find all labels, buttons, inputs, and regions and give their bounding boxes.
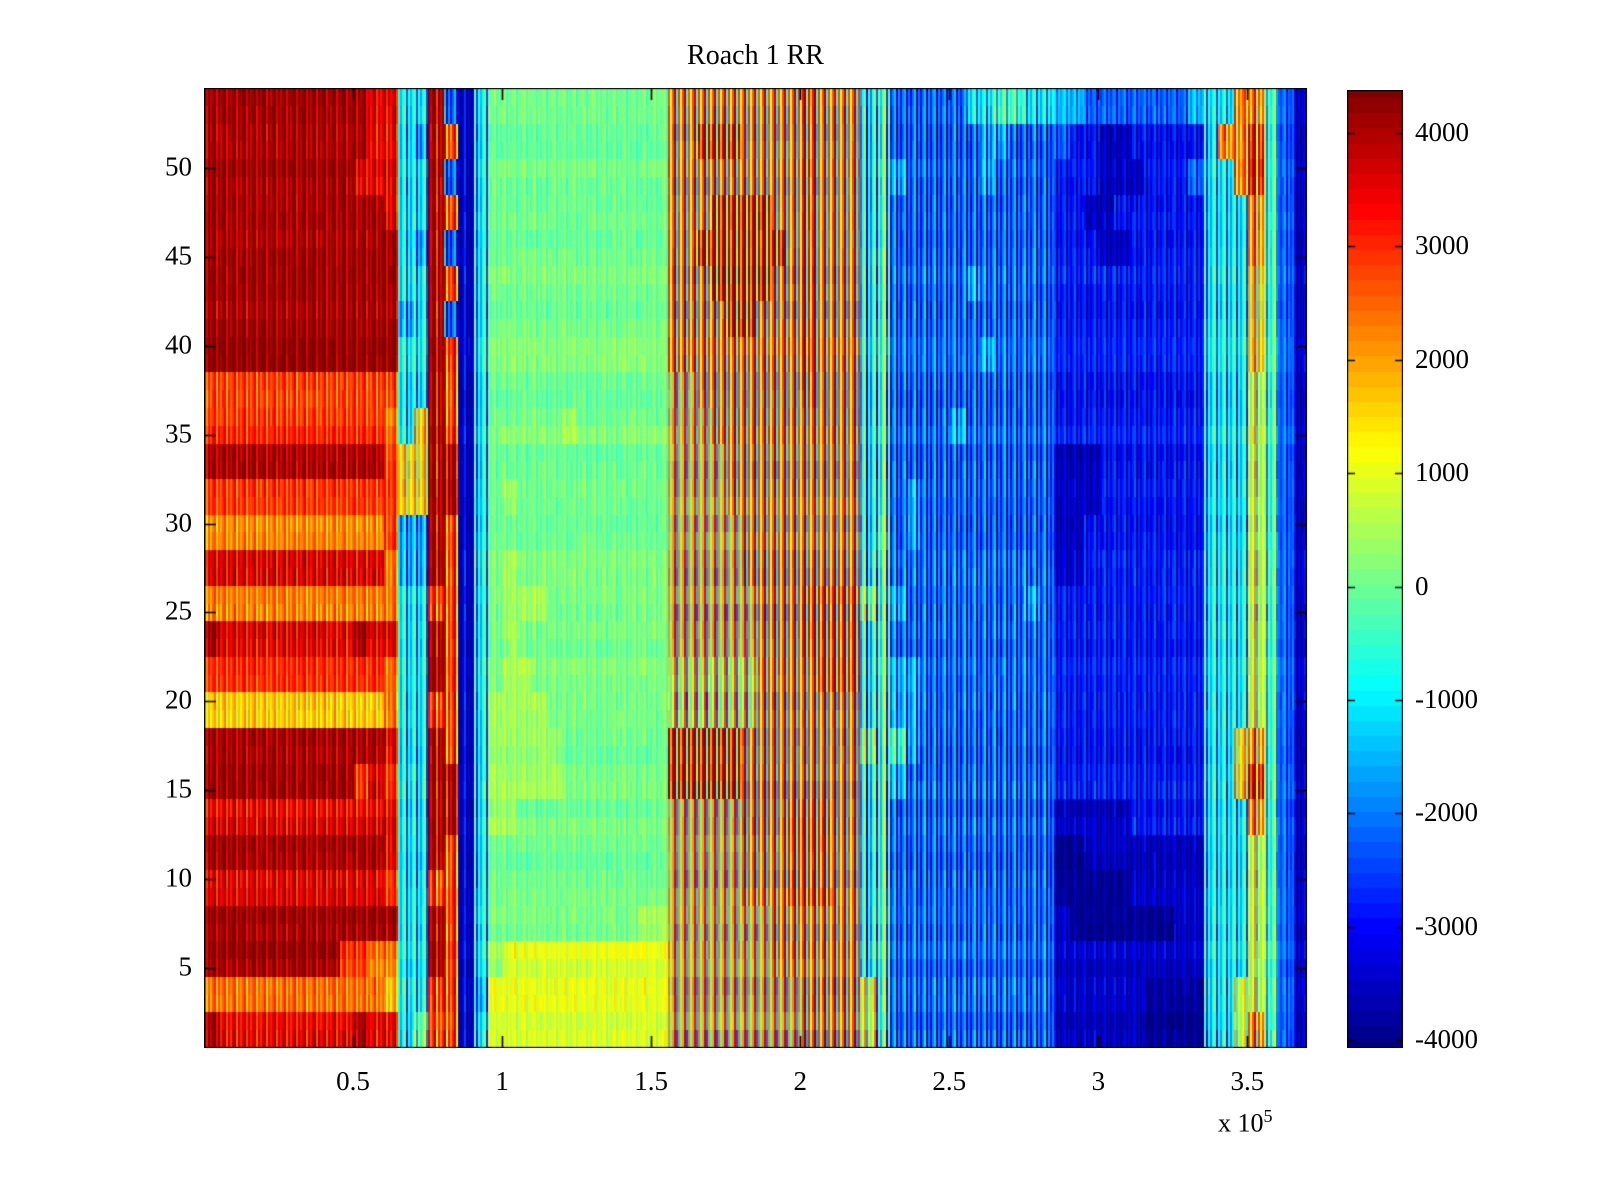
x-tick-label: 3.5 [1230, 1066, 1265, 1096]
colorbar-tick-label: -2000 [1415, 797, 1478, 828]
x-tick-label: 3 [1091, 1066, 1106, 1096]
colorbar-tick-label: -4000 [1415, 1024, 1478, 1055]
x-axis-scale-label: x 105 [1218, 1106, 1273, 1139]
colorbar-tick-label: -3000 [1415, 910, 1478, 941]
colorbar-tick-label: 1000 [1415, 457, 1469, 488]
x-tick-label: 2.5 [932, 1066, 967, 1096]
colorbar-tick-label: 3000 [1415, 230, 1469, 261]
x-tick-label: 1 [495, 1066, 509, 1096]
y-tick-label: 15 [165, 773, 192, 804]
y-tick-label: 35 [165, 417, 192, 448]
y-tick-label: 45 [165, 240, 192, 271]
y-tick-label: 5 [178, 951, 193, 982]
colorbar-tick-label: 0 [1415, 570, 1429, 601]
y-tick-label: 10 [165, 862, 192, 893]
x-scale-exponent: 5 [1263, 1106, 1273, 1126]
colorbar-tick-label: -1000 [1415, 683, 1478, 714]
x-tick-label: 1.5 [634, 1066, 669, 1096]
y-tick-label: 25 [165, 595, 192, 626]
x-tick-label: 2 [793, 1066, 807, 1096]
heatmap-canvas [204, 88, 1307, 1048]
colorbar-tick-label: 2000 [1415, 343, 1469, 374]
y-tick-label: 30 [165, 506, 192, 537]
y-tick-label: 20 [165, 684, 192, 715]
colorbar-tick-label: 4000 [1415, 116, 1469, 147]
chart-title: Roach 1 RR [687, 40, 824, 71]
y-tick-label: 50 [165, 151, 192, 182]
plot-area [204, 88, 1307, 1048]
x-scale-base: x 10 [1218, 1108, 1264, 1138]
colorbar-canvas [1347, 90, 1403, 1048]
y-tick-label: 40 [165, 329, 192, 360]
x-tick-label: 0.5 [336, 1066, 370, 1096]
